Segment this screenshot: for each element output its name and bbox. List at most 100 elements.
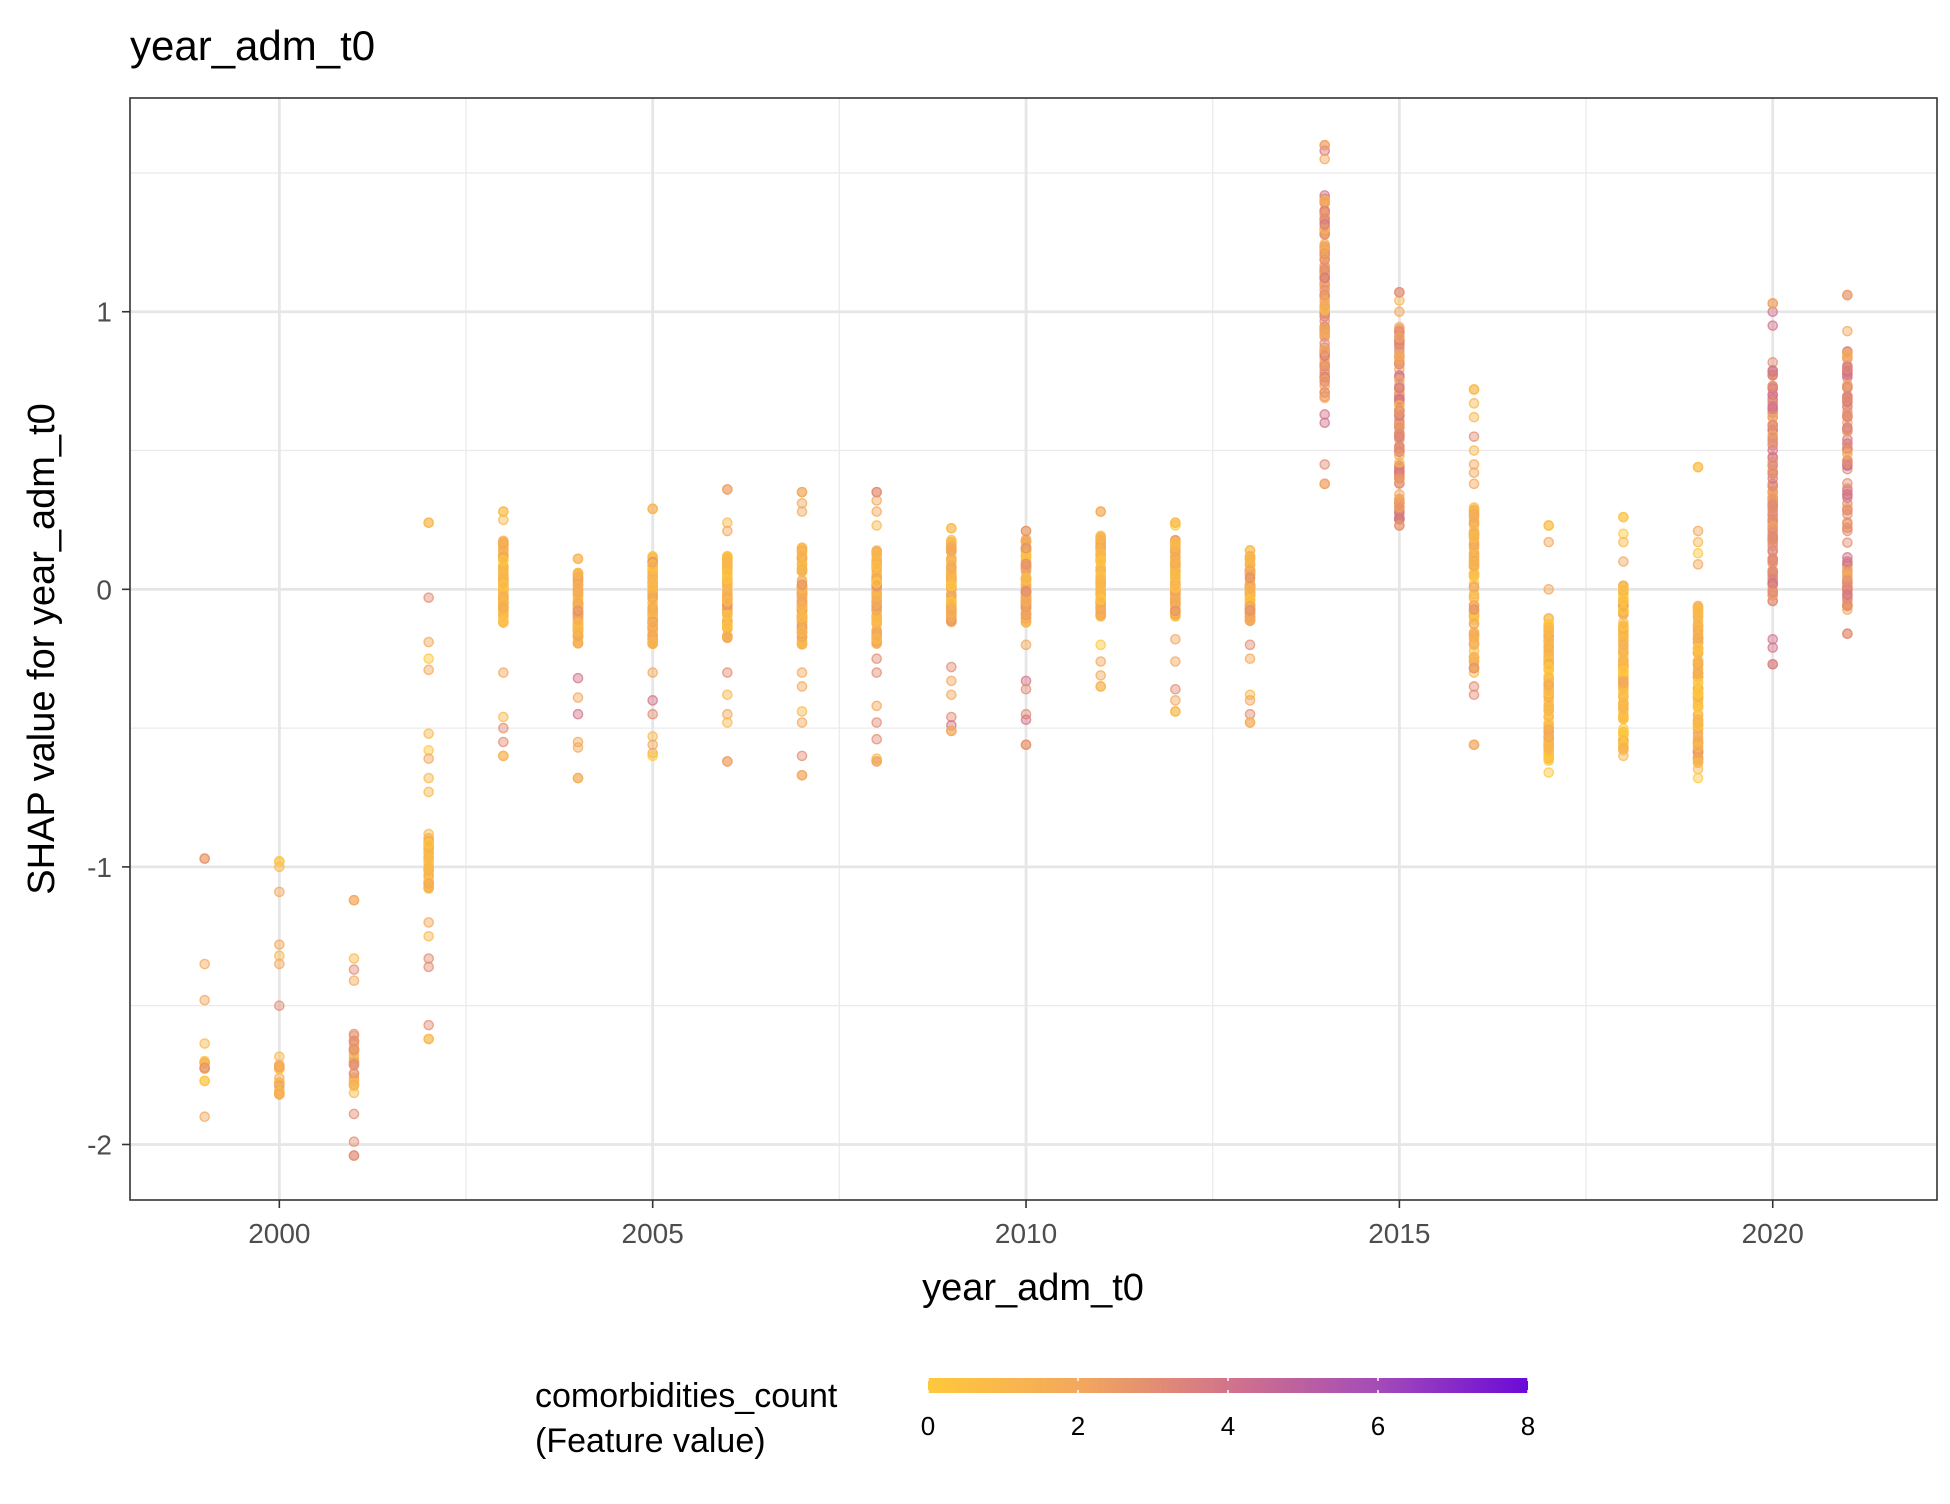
data-point (1468, 411, 1480, 423)
data-point (722, 559, 733, 570)
data-point (1692, 655, 1704, 667)
data-point (1319, 139, 1331, 151)
data-point (1095, 597, 1107, 609)
data-point (498, 555, 509, 566)
data-point (1170, 683, 1181, 695)
data-point (647, 695, 658, 706)
y-tick-label: -1 (87, 852, 112, 883)
data-point (348, 1087, 360, 1099)
data-point (274, 958, 285, 970)
data-point (1394, 332, 1405, 343)
data-point (871, 506, 882, 517)
data-point (1394, 394, 1405, 406)
data-point (274, 861, 285, 873)
data-point (498, 616, 509, 628)
data-point (722, 573, 733, 585)
data-point (722, 617, 733, 629)
data-point (1692, 717, 1704, 729)
data-point (498, 568, 509, 580)
data-point (1244, 545, 1256, 556)
data-point (871, 580, 882, 592)
data-point (1394, 442, 1405, 454)
data-point (1095, 536, 1107, 547)
data-point (1468, 431, 1480, 442)
data-point (722, 595, 733, 607)
data-point (796, 717, 808, 728)
data-point (498, 711, 509, 723)
legend-tick-label: 8 (1521, 1411, 1535, 1441)
data-point (1394, 472, 1405, 484)
data-point (274, 856, 285, 867)
data-point (796, 612, 808, 623)
data-point (1319, 323, 1331, 334)
data-point (722, 484, 733, 495)
data-point (796, 582, 808, 594)
data-point (274, 1000, 285, 1011)
data-point (1543, 767, 1555, 778)
data-point (1767, 298, 1779, 309)
data-point (871, 629, 882, 641)
data-point (1692, 757, 1704, 769)
data-point (1842, 525, 1853, 537)
data-point (1468, 662, 1480, 674)
x-tick-label: 2000 (248, 1218, 310, 1249)
data-point (423, 917, 434, 928)
data-point (1543, 622, 1555, 634)
data-point (1319, 360, 1331, 372)
data-point (1319, 145, 1331, 157)
data-point (1618, 633, 1629, 645)
data-point (572, 736, 584, 748)
data-point (722, 717, 733, 728)
data-point (871, 486, 882, 498)
data-point (423, 1019, 434, 1031)
data-point (1692, 702, 1704, 713)
data-point (1319, 219, 1331, 230)
data-point (1618, 636, 1629, 648)
data-point (1020, 542, 1032, 554)
data-point (1394, 400, 1405, 411)
legend-title-line2: (Feature value) (535, 1422, 766, 1460)
data-point (1468, 627, 1480, 638)
chart-title: year_adm_t0 (130, 22, 375, 69)
data-point (1618, 712, 1629, 723)
data-point (647, 667, 658, 678)
data-point (871, 520, 882, 531)
data-point (1244, 695, 1256, 706)
data-point (1468, 639, 1480, 651)
data-point (199, 958, 210, 970)
data-point (1842, 589, 1853, 601)
data-point (647, 638, 658, 649)
data-point (1319, 392, 1331, 404)
data-point (1170, 602, 1181, 614)
data-point (498, 579, 509, 590)
data-point (423, 961, 434, 973)
data-point (348, 964, 360, 975)
data-point (1319, 417, 1331, 429)
data-point (1095, 574, 1107, 586)
data-point (274, 886, 285, 898)
data-point (1618, 583, 1629, 594)
data-point (199, 1062, 210, 1074)
data-point (722, 517, 733, 529)
data-point (1319, 272, 1331, 284)
data-point (423, 838, 434, 849)
data-point (796, 706, 808, 717)
data-point (1244, 605, 1256, 616)
data-point (1244, 583, 1256, 595)
data-point (946, 522, 957, 534)
data-point (572, 586, 584, 598)
data-point (722, 630, 733, 642)
data-point (1170, 706, 1181, 717)
data-point (1618, 647, 1629, 659)
data-point (1020, 561, 1032, 572)
data-point (348, 1035, 360, 1047)
data-point (1692, 547, 1704, 559)
data-point (796, 681, 808, 692)
data-point (1543, 690, 1555, 702)
y-tick-label: 1 (96, 297, 112, 328)
data-point (423, 517, 434, 529)
data-point (1543, 731, 1555, 743)
data-point (1543, 658, 1555, 670)
data-point (1244, 708, 1256, 720)
data-point (1543, 685, 1555, 696)
